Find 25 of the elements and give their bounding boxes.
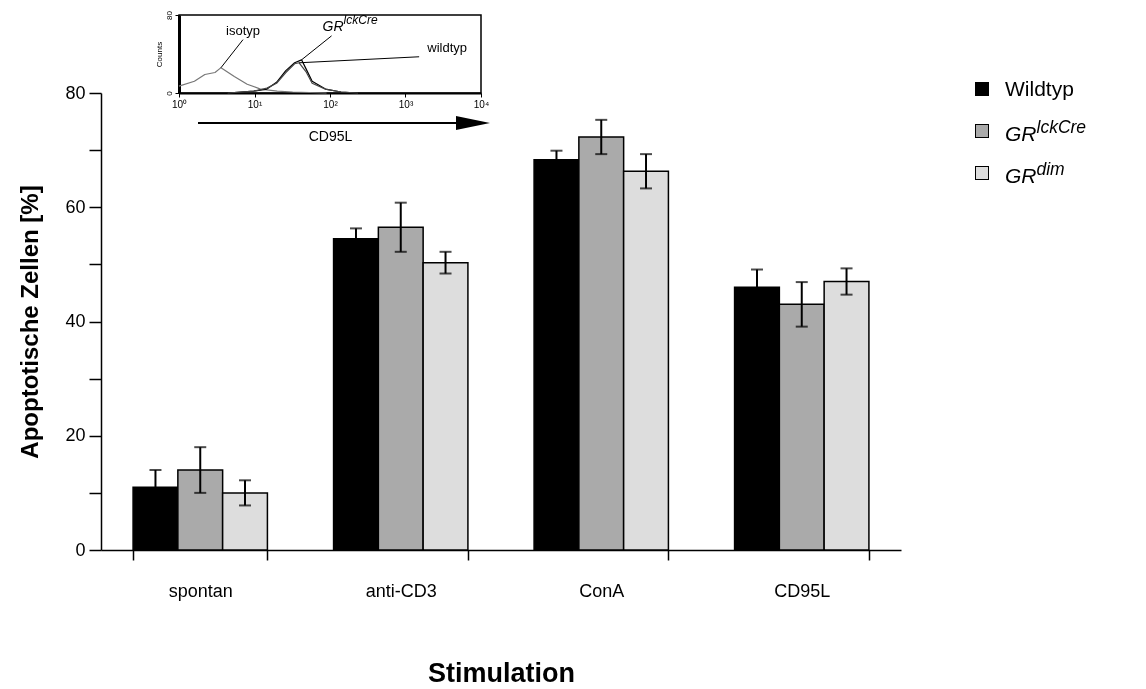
- legend-label: GR$^{dim}$: [1005, 158, 1065, 188]
- x-tick-label: anti-CD3: [365, 580, 437, 601]
- x-tick-label: ConA: [579, 580, 625, 601]
- text: wildtyp: [426, 39, 467, 55]
- y-axis-title: Apoptotische Zellen [%]: [16, 185, 44, 459]
- text: isotyp: [226, 22, 260, 38]
- x-tick-label: 10⁴: [473, 98, 490, 110]
- y-tick-label: 60: [65, 196, 86, 217]
- y-tick-label: 80: [65, 82, 86, 103]
- x-tick-label: CD95L: [774, 580, 831, 601]
- x-tick-label: 10²: [323, 98, 339, 110]
- x-axis-title: CD95L: [308, 127, 353, 144]
- x-tick-label: 10⁰: [171, 98, 188, 110]
- legend-label: Wildtyp: [1005, 77, 1074, 101]
- y-axis-title: Counts: [154, 41, 164, 68]
- x-axis-title: Stimulation: [428, 657, 575, 688]
- y-tick-label: 0: [75, 539, 86, 560]
- y-tick-label: 20: [65, 425, 86, 446]
- y-tick-label: 0: [164, 90, 174, 96]
- x-tick-label: 10¹: [247, 98, 263, 110]
- y-tick-label: 40: [65, 311, 86, 331]
- y-tick-label: 80: [164, 10, 174, 20]
- x-tick-label: spontan: [168, 580, 233, 601]
- legend-label: GR$^{lckCre}$: [1005, 116, 1087, 146]
- x-tick-label: 10³: [398, 98, 414, 110]
